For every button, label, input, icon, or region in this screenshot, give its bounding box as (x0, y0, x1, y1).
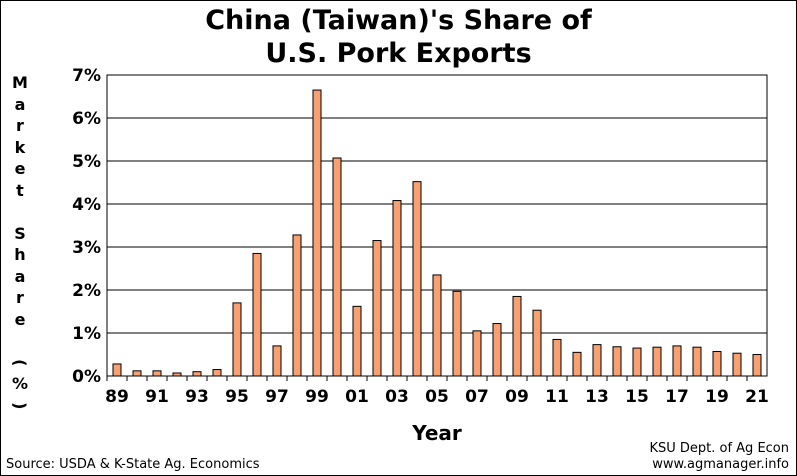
bar-11 (552, 338, 562, 377)
y-axis-label-char: e (14, 309, 26, 329)
x-tick-labels: 89 91 93 95 97 99 01 03 05 07 09 11 13 15 17 19 21 (105, 376, 769, 407)
bar-01 (352, 305, 362, 377)
bar-07 (472, 330, 482, 377)
y-tick-label: 0% (72, 367, 101, 387)
x-tick-label: 13 (585, 387, 609, 407)
source-note: Source: USDA & K-State Ag. Economics (6, 457, 260, 472)
y-axis-label-char: % (11, 374, 29, 393)
x-tick-label: 05 (425, 387, 449, 407)
x-tick-label: 19 (705, 387, 729, 407)
x-tick-label: 17 (665, 387, 689, 407)
bar-20 (732, 352, 742, 377)
chart-title: China (Taiwan)'s Share of U.S. Pork Expo… (0, 4, 797, 70)
bar-98 (292, 234, 302, 377)
bar-16 (652, 346, 662, 377)
y-tick-label: 1% (72, 324, 101, 344)
bar-91 (152, 370, 162, 377)
bar-93 (192, 371, 202, 377)
y-axis-label-char: M (12, 73, 28, 92)
credit-line-1: KSU Dept. of Ag Econ (649, 441, 789, 456)
credit-note: KSU Dept. of Ag Econ www.agmanager.info (649, 441, 789, 473)
y-axis-label-char: S (14, 223, 26, 243)
bar-08 (492, 323, 502, 377)
bar-19 (712, 350, 722, 377)
x-tick-label: 99 (305, 387, 329, 407)
y-tick-label: 7% (72, 66, 101, 86)
bar-14 (612, 346, 622, 377)
y-tick-label: 2% (72, 281, 101, 301)
bar-95 (232, 302, 242, 377)
bar-99 (312, 89, 322, 377)
x-tick-label: 91 (145, 387, 169, 407)
bar-18 (692, 346, 702, 377)
y-tick-label: 6% (72, 109, 101, 129)
x-tick-label: 07 (465, 387, 489, 407)
x-tick-label: 11 (545, 387, 569, 407)
y-axis-label-char: a (14, 266, 26, 286)
title-line-1: China (Taiwan)'s Share of (205, 5, 592, 36)
bar-92 (172, 372, 182, 377)
y-tick-label: 4% (72, 195, 101, 215)
bar-97 (272, 345, 282, 377)
bar-03 (392, 200, 402, 377)
title-line-2: U.S. Pork Exports (265, 38, 532, 69)
x-tick-label: 97 (265, 387, 289, 407)
bar-05 (432, 274, 442, 377)
bar-09 (512, 295, 522, 377)
y-axis-label-char: e (14, 159, 26, 178)
y-axis-label-char: h (14, 245, 26, 264)
y-axis-label-char: r (16, 116, 24, 135)
y-tick-label: 5% (72, 152, 101, 172)
credit-line-2: www.agmanager.info (652, 457, 789, 472)
x-tick-label: 93 (185, 387, 209, 407)
bar-96 (252, 252, 262, 377)
bar-10 (532, 309, 542, 377)
y-tick-labels: 0% 1% 2% 3% 4% 5% 6% 7% (72, 66, 101, 387)
bar-21 (752, 354, 762, 377)
y-axis-label-char: a (14, 94, 26, 114)
x-tick-label: 89 (105, 387, 129, 407)
x-tick-label: 01 (345, 387, 369, 407)
bar-12 (572, 351, 582, 377)
bar-89 (112, 363, 122, 377)
x-tick-label: 95 (225, 387, 249, 407)
x-tick-label: 09 (505, 387, 529, 407)
x-axis-label: Year (411, 421, 462, 445)
x-tick-label: 03 (385, 387, 409, 407)
bars (112, 89, 762, 377)
bar-02 (372, 240, 382, 377)
bar-90 (132, 370, 142, 377)
bar-13 (592, 344, 602, 377)
bar-04 (412, 181, 422, 377)
bar-00 (332, 157, 342, 377)
y-tick-label: 3% (72, 238, 101, 258)
y-axis-label-char: k (14, 137, 26, 157)
y-axis-label-char: t (16, 180, 24, 200)
x-tick-label: 21 (745, 387, 769, 407)
x-tick-label: 15 (625, 387, 649, 407)
bar-15 (632, 347, 642, 377)
y-axis-label-char: r (16, 288, 24, 307)
bar-94 (212, 369, 222, 377)
bar-17 (672, 345, 682, 377)
bar-06 (452, 290, 462, 377)
